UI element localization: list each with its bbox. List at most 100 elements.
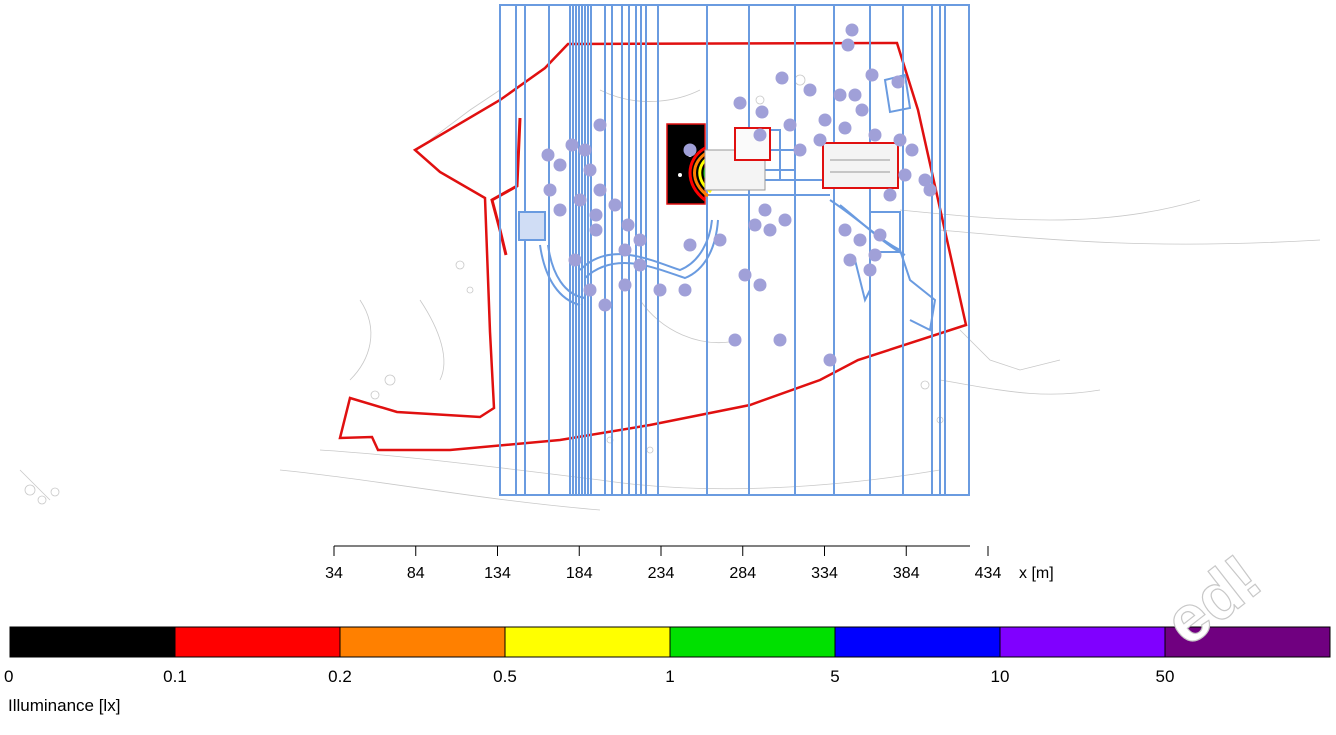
tree — [758, 203, 772, 217]
tree — [589, 223, 603, 237]
tree — [583, 163, 597, 177]
tree — [633, 258, 647, 272]
tree — [763, 223, 777, 237]
property-boundary — [338, 41, 968, 452]
tree — [775, 71, 789, 85]
legend-swatch — [1164, 626, 1331, 658]
tree — [678, 283, 692, 297]
tree — [573, 193, 587, 207]
tree — [841, 38, 855, 52]
legend-label: 1 — [665, 667, 674, 686]
legend-title: Illuminance [lx] — [8, 696, 120, 715]
trees — [541, 23, 937, 367]
tree — [845, 23, 859, 37]
x-tick-label: 384 — [893, 565, 920, 582]
tree — [683, 143, 697, 157]
tree — [855, 103, 869, 117]
legend-label: 0.2 — [328, 667, 352, 686]
basemap — [19, 74, 1321, 511]
tree — [748, 218, 762, 232]
x-tick-label: 34 — [325, 565, 343, 582]
tree — [863, 263, 877, 277]
boundary-stream — [490, 117, 522, 256]
tree — [865, 68, 879, 82]
tree — [713, 233, 727, 247]
tree — [803, 83, 817, 97]
tree — [618, 278, 632, 292]
tree — [755, 105, 769, 119]
tree — [923, 183, 937, 197]
tree — [883, 188, 897, 202]
tree — [753, 128, 767, 142]
legend-swatch — [834, 626, 1001, 658]
tree — [593, 118, 607, 132]
tree — [918, 173, 932, 187]
x-tick-label: 434 — [975, 565, 1002, 582]
tree — [553, 158, 567, 172]
tree — [838, 223, 852, 237]
x-tick-label: 134 — [484, 565, 511, 582]
tree — [553, 203, 567, 217]
tree — [541, 148, 555, 162]
tree — [778, 213, 792, 227]
x-tick-label: 184 — [566, 565, 593, 582]
tree — [728, 333, 742, 347]
tree — [608, 198, 622, 212]
tree — [593, 183, 607, 197]
tree — [683, 238, 697, 252]
legend-label: 5 — [830, 667, 839, 686]
tree — [733, 96, 747, 110]
tree — [543, 183, 557, 197]
legend-swatch — [174, 626, 341, 658]
tree — [898, 168, 912, 182]
tree — [633, 233, 647, 247]
tree — [568, 253, 582, 267]
tree — [813, 133, 827, 147]
tree — [848, 88, 862, 102]
legend-swatch — [999, 626, 1166, 658]
legend-swatch — [9, 626, 176, 658]
tree — [773, 333, 787, 347]
tree — [793, 143, 807, 157]
tree — [905, 143, 919, 157]
tree — [868, 128, 882, 142]
x-axis-label: x [m] — [1019, 565, 1054, 582]
tree — [589, 208, 603, 222]
tree — [843, 253, 857, 267]
legend-label: 0 — [4, 667, 13, 686]
tree — [738, 268, 752, 282]
buildings — [704, 127, 899, 191]
legend-label: 0.5 — [493, 667, 517, 686]
tree — [783, 118, 797, 132]
legend-swatch — [504, 626, 671, 658]
x-tick-label: 234 — [648, 565, 675, 582]
tree — [598, 298, 612, 312]
legend-label: 0.1 — [163, 667, 187, 686]
tree — [833, 88, 847, 102]
tree — [621, 218, 635, 232]
x-axis: 34 84 134 184 234 284 334 384 434 x [m] — [325, 545, 1054, 582]
legend-label: 50 — [1156, 667, 1175, 686]
tree — [891, 75, 905, 89]
calculation-grid-outline — [499, 4, 970, 496]
tree — [893, 133, 907, 147]
tree — [583, 283, 597, 297]
legend-swatch — [669, 626, 836, 658]
tree — [868, 248, 882, 262]
x-tick-label: 334 — [811, 565, 838, 582]
tree — [838, 121, 852, 135]
tree — [578, 143, 592, 157]
illuminance-legend: 0 0.1 0.2 0.5 1 5 10 50 — [4, 626, 1331, 686]
calculation-grid — [515, 5, 946, 495]
lit-area — [666, 123, 717, 205]
tree — [873, 228, 887, 242]
tree — [853, 233, 867, 247]
x-tick-label: 284 — [729, 565, 756, 582]
tree — [823, 353, 837, 367]
x-tick-label: 84 — [407, 565, 425, 582]
tree — [618, 243, 632, 257]
tree — [565, 138, 579, 152]
tree — [653, 283, 667, 297]
legend-swatch — [339, 626, 506, 658]
